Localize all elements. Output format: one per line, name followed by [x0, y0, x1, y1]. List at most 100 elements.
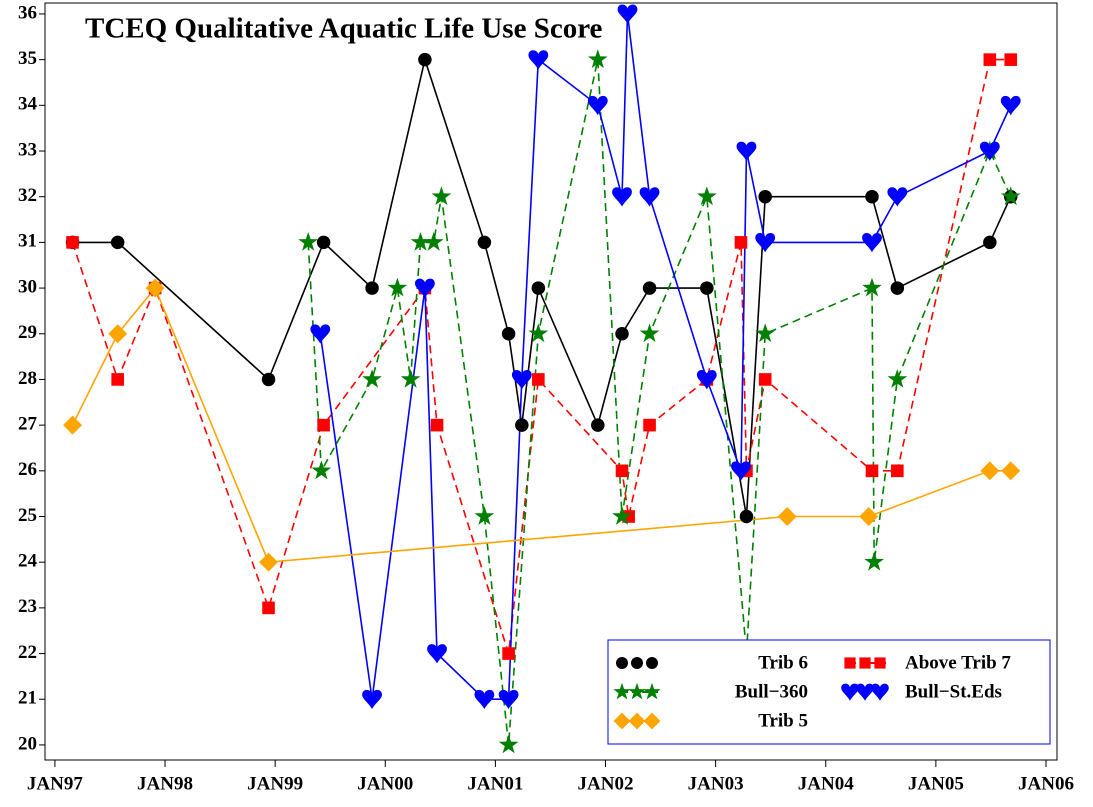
point-marker	[502, 647, 515, 660]
point-marker	[362, 369, 382, 388]
point-marker	[755, 323, 775, 343]
x-tick-label: JAN97	[27, 773, 83, 794]
point-marker	[400, 369, 421, 388]
point-marker	[983, 235, 997, 250]
point-marker	[587, 95, 608, 116]
y-tick-label: 26	[18, 459, 37, 480]
y-tick-label: 30	[18, 276, 37, 297]
point-marker	[431, 186, 452, 206]
legend-marker	[646, 657, 658, 669]
point-marker	[617, 4, 638, 24]
legend-marker	[613, 712, 631, 730]
x-tick-label: JAN98	[137, 773, 193, 794]
legend-label: Bull−360	[735, 681, 808, 702]
series-line	[71, 58, 1011, 654]
y-tick-label: 28	[18, 368, 37, 389]
y-tick-label: 35	[18, 48, 37, 69]
point-marker	[639, 187, 660, 207]
point-marker	[755, 232, 776, 253]
point-marker	[890, 281, 905, 295]
y-tick-label: 21	[18, 688, 37, 709]
point-marker	[983, 53, 997, 66]
point-marker	[474, 689, 495, 710]
point-marker	[410, 232, 431, 251]
point-marker	[66, 236, 79, 249]
point-marker	[615, 464, 629, 478]
point-marker	[777, 507, 797, 526]
point-marker	[108, 324, 128, 344]
point-marker	[298, 232, 318, 251]
point-marker	[891, 464, 904, 478]
legend-marker	[643, 712, 661, 730]
series-line	[72, 56, 1012, 517]
legend-marker	[628, 682, 646, 700]
point-marker	[739, 509, 754, 524]
point-marker	[887, 187, 908, 207]
point-marker	[501, 327, 516, 341]
point-marker	[865, 189, 879, 204]
legend-marker	[616, 657, 628, 669]
point-marker	[111, 373, 124, 386]
x-tick-label: JAN01	[467, 773, 523, 794]
point-marker	[511, 370, 532, 390]
legend-marker	[841, 683, 859, 701]
point-marker	[365, 281, 379, 295]
point-marker	[700, 281, 714, 295]
chart-title: TCEQ Qualitative Aquatic Life Use Score	[85, 13, 603, 45]
legend-label: Bull−St.Eds	[905, 681, 1002, 702]
x-tick-label: JAN06	[1018, 773, 1074, 794]
point-marker	[259, 552, 278, 572]
point-marker	[498, 734, 519, 754]
y-tick-label: 25	[18, 505, 37, 526]
x-tick-label: JAN03	[688, 773, 744, 794]
point-marker	[63, 415, 82, 435]
point-marker	[615, 327, 629, 341]
point-marker	[430, 418, 444, 432]
legend: Trib 6 Above Trib 7 Bull−360 Bull−St.Eds Tri…	[607, 639, 1051, 745]
point-marker	[864, 551, 884, 571]
x-tick-label: JAN02	[578, 773, 634, 794]
y-tick-label: 23	[18, 596, 37, 617]
point-marker	[859, 507, 879, 526]
legend-box	[607, 639, 1051, 745]
legend-marker	[856, 683, 874, 701]
legend-marker	[871, 683, 889, 701]
y-tick-label: 22	[18, 642, 37, 663]
point-marker	[758, 189, 772, 204]
point-marker	[474, 506, 495, 525]
point-marker	[736, 141, 757, 161]
point-marker	[145, 278, 165, 298]
point-marker	[1001, 461, 1021, 481]
y-tick-label: 20	[18, 733, 37, 754]
legend-marker	[628, 712, 646, 730]
legend-marker	[859, 657, 871, 669]
point-marker	[642, 281, 657, 295]
series-line	[71, 286, 1011, 564]
legend-label: Above Trib 7	[905, 652, 1011, 673]
y-tick-label: 36	[18, 2, 37, 23]
legend-marker	[643, 682, 661, 700]
point-marker	[317, 418, 330, 432]
point-marker	[418, 52, 432, 67]
point-marker	[423, 232, 444, 251]
legend-marker	[613, 682, 631, 700]
y-tick-label: 27	[18, 413, 38, 434]
x-tick-label: JAN05	[908, 773, 964, 794]
point-marker	[427, 644, 447, 664]
point-marker	[731, 461, 751, 481]
point-marker	[528, 323, 549, 343]
point-marker	[639, 323, 660, 343]
x-tick-label: JAN04	[798, 773, 854, 794]
point-marker	[110, 235, 125, 250]
point-marker	[532, 373, 545, 386]
point-marker	[477, 235, 492, 250]
point-marker	[588, 49, 608, 68]
point-marker	[734, 236, 748, 249]
series-line	[319, 13, 1012, 700]
x-tick-label: JAN00	[357, 773, 413, 794]
y-tick-label: 32	[18, 185, 37, 206]
point-marker	[1000, 95, 1021, 116]
point-marker	[316, 235, 331, 250]
point-marker	[612, 187, 632, 207]
